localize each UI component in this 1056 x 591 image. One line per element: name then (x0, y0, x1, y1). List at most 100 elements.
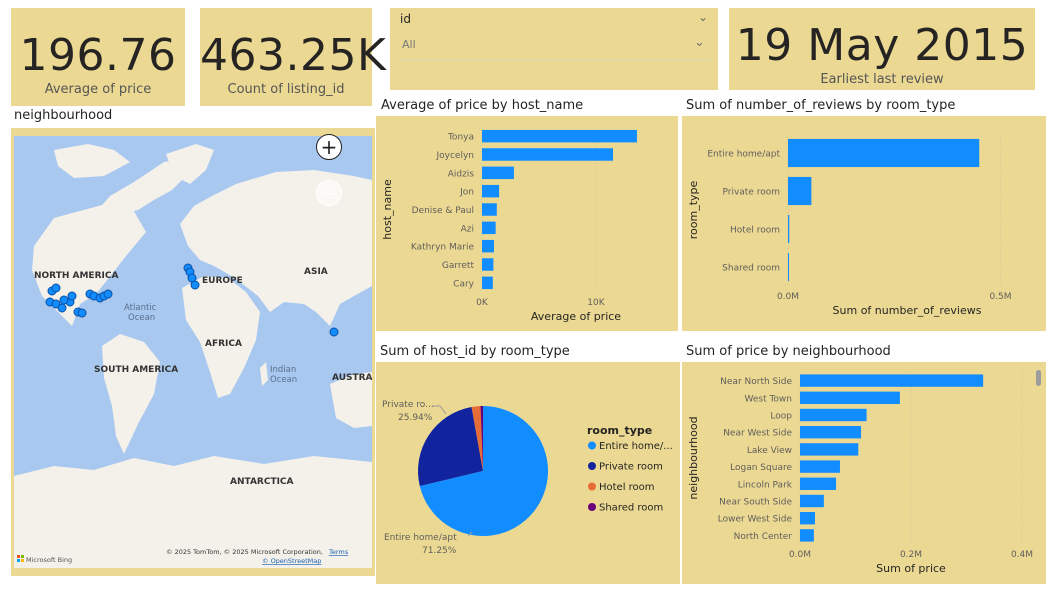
label-atlantic: Atlantic (124, 303, 157, 313)
data-label-pct: 25.94% (398, 413, 433, 423)
pie-slice[interactable] (419, 406, 548, 536)
category-label: Lake View (747, 446, 792, 456)
legend-label[interactable]: Shared room (599, 503, 663, 514)
chevron-down-icon: ⌄ (694, 35, 705, 50)
chart-title: Sum of host_id by room_type (380, 344, 570, 359)
bar[interactable] (800, 408, 867, 422)
map-marker[interactable] (59, 295, 69, 305)
legend-label[interactable]: Private room (599, 462, 663, 473)
bar[interactable] (800, 512, 815, 525)
map-marker[interactable] (57, 303, 67, 313)
category-label: Aidzis (448, 169, 475, 179)
map-visual: NORTH AMERICA EUROPE ASIA AFRICA SOUTH A… (11, 128, 375, 576)
bar[interactable] (800, 460, 840, 473)
label-indian-ocean: Ocean (270, 375, 297, 385)
category-label: Lower West Side (718, 515, 793, 525)
map-marker[interactable] (190, 280, 200, 290)
label-australia: AUSTRAL (332, 373, 372, 383)
legend-marker (588, 503, 596, 511)
microsoft-logo-icon (17, 555, 24, 562)
bar[interactable] (482, 184, 500, 198)
bar[interactable] (482, 221, 496, 235)
bar[interactable] (482, 203, 497, 216)
chart-title: Sum of number_of_reviews by room_type (686, 98, 956, 113)
category-label: Hotel room (730, 226, 780, 236)
y-axis-title: room_type (687, 181, 700, 240)
bar[interactable] (800, 374, 984, 387)
map-marker[interactable] (67, 291, 77, 301)
zoom-in-icon[interactable]: + (316, 134, 342, 160)
x-tick-label: 0K (476, 298, 489, 308)
data-label-pct: 71.25% (422, 546, 457, 556)
kpi-value: 463.25K (200, 30, 387, 81)
category-label: Lincoln Park (738, 480, 793, 490)
kpi-card-avg-price: 196.76 Average of price (11, 8, 185, 106)
leader-line (432, 405, 447, 415)
legend-label[interactable]: Hotel room (599, 482, 655, 493)
bar[interactable] (482, 129, 637, 143)
map-attribution: © 2025 TomTom, © 2025 Microsoft Corporat… (166, 548, 323, 556)
label-asia: ASIA (304, 267, 328, 277)
category-label: Entire home/apt (707, 150, 780, 160)
pie-slice[interactable] (480, 406, 483, 471)
legend-label[interactable]: Entire home/... (599, 441, 673, 452)
category-label: Denise & Paul (412, 206, 474, 216)
bar[interactable] (482, 276, 493, 290)
bar[interactable] (788, 214, 790, 244)
kpi-label: Count of listing_id (227, 82, 345, 97)
data-label-name: Entire home/apt (384, 533, 457, 543)
pie-chart[interactable]: Private ro... 25.94% Entire home/apt 71.25%… (376, 362, 680, 584)
legend-marker (588, 441, 596, 450)
leader-line (467, 531, 473, 537)
bar[interactable] (788, 138, 980, 168)
map-marker[interactable] (51, 283, 61, 293)
map-marker[interactable] (103, 289, 113, 299)
bar[interactable] (800, 529, 814, 542)
bar[interactable] (482, 239, 494, 253)
x-axis-title: Average of price (531, 310, 621, 323)
y-axis-title: neighbourhood (687, 416, 700, 499)
pie-slice[interactable] (471, 406, 483, 471)
id-slicer: id ⌄ All ⌄ (390, 8, 718, 90)
category-label: Loop (770, 412, 792, 422)
pie-slice[interactable] (418, 407, 483, 487)
chart-price-by-neighbourhood: 0.0M 0.2M 0.4M Near North Side West Town Loop… (682, 362, 1046, 584)
bar-chart[interactable]: 0K 10K Tonya Joycelyn Aidzis Jon Denise & Paul… (376, 116, 678, 331)
category-label: Jon (459, 188, 474, 198)
scrollbar[interactable] (1036, 370, 1041, 386)
chart-price-by-host: 0K 10K Tonya Joycelyn Aidzis Jon Denise & Paul… (376, 116, 678, 331)
bar-chart[interactable]: 0.0M 0.5M Entire home/apt Private room Hotel… (682, 116, 1046, 331)
map-marker[interactable] (77, 308, 87, 318)
chart-host-by-room: Private ro... 25.94% Entire home/apt 71.25%… (376, 362, 680, 584)
bar[interactable] (800, 391, 900, 404)
bar[interactable] (800, 443, 859, 456)
category-label: Shared room (722, 264, 780, 274)
category-label: Azi (461, 224, 474, 234)
bar-chart[interactable]: 0.0M 0.2M 0.4M Near North Side West Town Loop… (682, 362, 1046, 584)
label-atlantic-ocean: Ocean (128, 313, 155, 323)
osm-link[interactable]: © OpenStreetMap (262, 557, 321, 565)
bar[interactable] (788, 176, 812, 206)
bar[interactable] (800, 477, 837, 490)
chart-title: Average of price by host_name (381, 98, 584, 113)
bar[interactable] (482, 166, 514, 180)
x-tick-label: 10K (587, 298, 605, 308)
collapse-icon[interactable]: ⌄ (698, 10, 709, 24)
x-axis-title: Sum of price (876, 562, 946, 575)
bar[interactable] (482, 258, 494, 271)
label-africa: AFRICA (205, 339, 242, 349)
slicer-dropdown[interactable]: All ⌄ (398, 33, 710, 60)
x-tick-label: 0.0M (789, 550, 811, 560)
label-south-america: SOUTH AMERICA (94, 365, 178, 375)
bar[interactable] (800, 494, 824, 508)
kpi-value: 196.76 (19, 30, 177, 81)
bar[interactable] (482, 148, 614, 161)
zoom-out-icon[interactable]: − (316, 180, 342, 206)
legend-marker (588, 482, 596, 491)
map-marker[interactable] (329, 327, 339, 337)
bar[interactable] (800, 426, 862, 439)
terms-link[interactable]: Terms (328, 548, 349, 556)
bar[interactable] (788, 252, 789, 282)
world-map[interactable]: NORTH AMERICA EUROPE ASIA AFRICA SOUTH A… (14, 136, 372, 568)
kpi-label: Average of price (44, 82, 152, 97)
